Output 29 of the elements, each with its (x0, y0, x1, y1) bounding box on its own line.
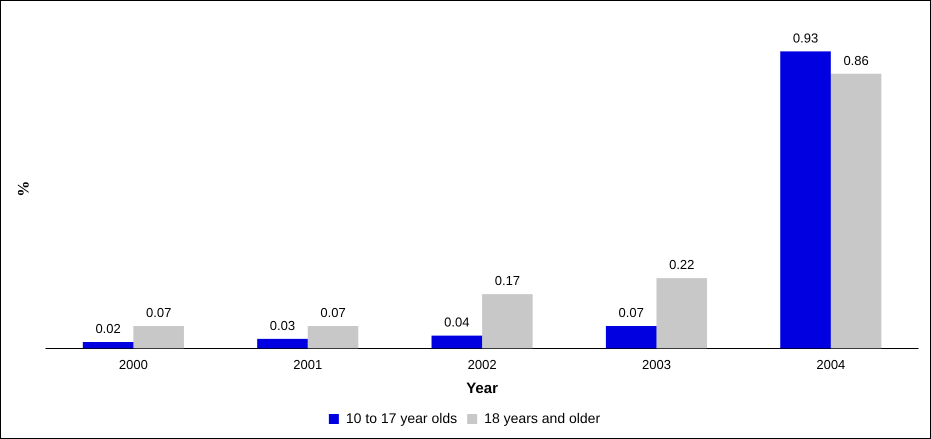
x-tick-label: 2001 (293, 356, 322, 372)
bar (830, 74, 882, 348)
bar (308, 326, 358, 348)
data-label: 0.07 (320, 305, 346, 320)
data-label: 0.22 (669, 257, 694, 272)
data-label: 0.03 (270, 318, 296, 333)
bar (780, 51, 831, 348)
x-tick-label: 2003 (642, 356, 671, 372)
bar (606, 326, 656, 348)
legend-label: 10 to 17 year olds (346, 410, 458, 426)
x-axis-title: Year (466, 380, 498, 398)
bar (82, 342, 134, 348)
bar (656, 278, 708, 348)
x-tick-label: 2004 (816, 356, 846, 372)
data-label: 0.93 (792, 30, 818, 46)
data-label: 0.07 (146, 305, 172, 320)
y-axis-title: % (16, 180, 33, 197)
data-label: 0.07 (618, 305, 644, 320)
data-label: 0.17 (494, 273, 520, 288)
x-tick-label: 2002 (468, 356, 497, 372)
bar (482, 294, 533, 348)
bar (432, 336, 482, 348)
bar (133, 326, 184, 348)
data-label: 0.86 (843, 52, 869, 68)
data-label: 0.04 (444, 314, 470, 330)
data-label: 0.02 (95, 321, 121, 336)
x-tick-label: 2000 (118, 356, 148, 372)
legend-label: 18 years and older (484, 410, 600, 426)
bar (257, 338, 308, 348)
